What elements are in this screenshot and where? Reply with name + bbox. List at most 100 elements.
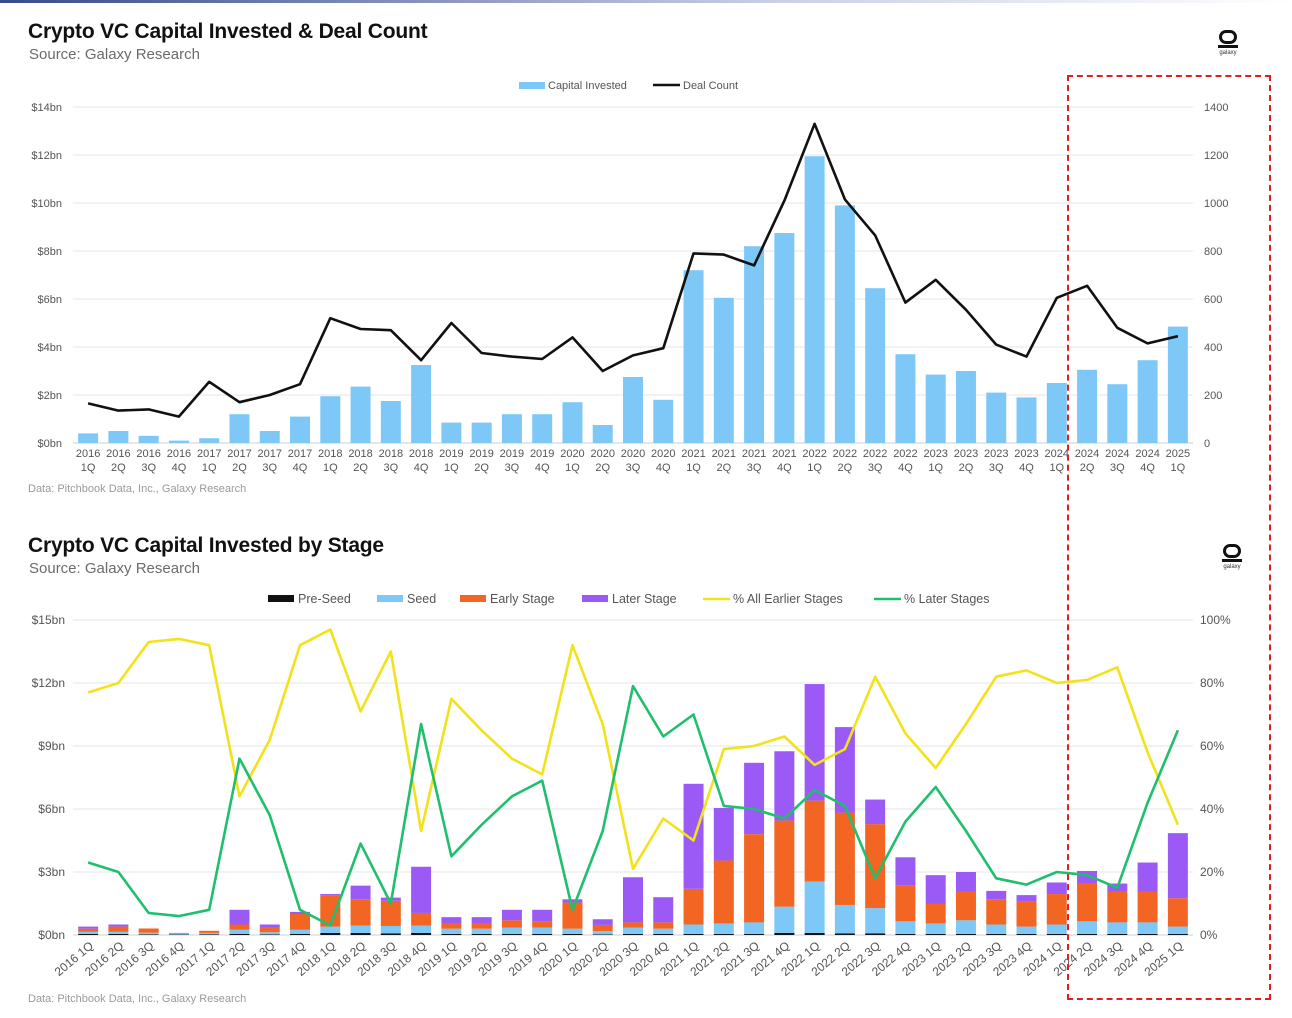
x-tick-label-year: 2020 (560, 448, 584, 460)
bar-pre-seed (199, 934, 220, 935)
x-tick-label-quarter: 4Q (898, 462, 913, 474)
x-tick-label-year: 2024 (1075, 448, 1099, 460)
bar-later-stage (774, 751, 795, 821)
bar-capital-invested (653, 399, 674, 443)
bar-seed (199, 932, 220, 935)
y-left-tick-label: $12bn (32, 676, 65, 690)
bar-capital-invested (1107, 384, 1128, 443)
y-right-tick-label: 1200 (1204, 150, 1228, 162)
y-right-tick-label: 1400 (1204, 102, 1228, 114)
bar-early-stage (623, 922, 643, 928)
x-tick-label-year: 2021 (712, 448, 736, 460)
y-right-tick-label: 200 (1204, 390, 1222, 402)
x-tick-label-year: 2023 (923, 448, 947, 460)
bar-early-stage (774, 820, 795, 907)
y-right-tick-label: 60% (1200, 739, 1224, 753)
x-tick-label-quarter: 3Q (747, 462, 762, 474)
bar-capital-invested (1046, 383, 1067, 443)
bar-capital-invested (501, 414, 522, 443)
chart2-footnote: Data: Pitchbook Data, Inc., Galaxy Resea… (28, 993, 247, 1005)
bar-early-stage (199, 930, 220, 933)
bar-capital-invested (532, 414, 553, 443)
bar-pre-seed (1167, 933, 1188, 935)
x-tick-label-quarter: 1Q (1171, 462, 1186, 474)
bar-capital-invested (774, 233, 795, 443)
bar-early-stage (925, 903, 946, 924)
bar-seed (925, 923, 946, 934)
chart1-svg: $0bn $2bn $4bn $6bn $8bn $10bn $12bn $14bn 0 200 4… (31, 80, 1228, 474)
bar-pre-seed (320, 932, 341, 935)
bar-capital-invested (320, 396, 341, 443)
bar-capital-invested (1016, 397, 1037, 443)
bar-capital-invested (168, 440, 189, 443)
x-tick-label-year: 2020 (651, 448, 675, 460)
x-tick-label-year: 2025 (1166, 448, 1190, 460)
x-tick-label-quarter: 4Q (535, 462, 550, 474)
y-left-tick-label: $10bn (31, 198, 62, 210)
bar-pre-seed (411, 932, 432, 935)
bar-seed (1046, 924, 1067, 934)
bar-early-stage (78, 928, 99, 932)
x-tick-label-year: 2023 (954, 448, 978, 460)
x-tick-label-year: 2021 (681, 448, 705, 460)
y-left-tick-label: $0bn (38, 928, 65, 942)
bar-seed (623, 927, 643, 934)
x-tick-label-year: 2021 (742, 448, 766, 460)
bar-seed (1016, 926, 1037, 934)
bar-capital-invested (592, 425, 613, 443)
bar-early-stage (532, 921, 553, 928)
x-tick-label-quarter: 3Q (989, 462, 1004, 474)
y-right-tick-label: 40% (1200, 802, 1224, 816)
legend-label-seed: Seed (407, 592, 436, 606)
bar-later-stage (78, 926, 99, 929)
bar-seed (380, 925, 401, 934)
bar-capital-invested (713, 297, 734, 443)
bar-early-stage (1046, 894, 1067, 925)
y-left-tick-label: $6bn (38, 802, 65, 816)
bar-capital-invested (1077, 369, 1098, 443)
y-left-tick-label: $8bn (38, 246, 62, 258)
bar-later-stage (744, 762, 765, 835)
bar-capital-invested (259, 431, 280, 443)
galaxy-logo-icon-2: galaxy (1212, 544, 1252, 570)
x-tick-label-year: 2023 (1014, 448, 1038, 460)
chart1-title: Crypto VC Capital Invested & Deal Count (28, 20, 428, 43)
bar-seed (683, 924, 704, 934)
x-tick-label-quarter: 2Q (111, 462, 126, 474)
x-tick-label-quarter: 4Q (172, 462, 187, 474)
bar-capital-invested (925, 374, 946, 443)
bar-pre-seed (895, 933, 916, 935)
bar-seed (350, 925, 371, 933)
legend-swatch-pre-seed (268, 595, 294, 602)
bar-later-stage (1167, 833, 1188, 899)
bar-seed (168, 933, 189, 935)
bar-pre-seed (138, 934, 159, 935)
bar-pre-seed (562, 933, 583, 935)
bar-capital-invested (744, 246, 765, 443)
top-accent-line (0, 0, 1292, 3)
line-all-earlier-stages (87, 628, 1180, 871)
bar-pre-seed (108, 933, 129, 935)
bar-seed (229, 929, 250, 934)
x-tick-label-quarter: 2Q (959, 462, 974, 474)
bar-pre-seed (441, 933, 462, 935)
bar-seed (108, 931, 129, 934)
x-tick-label-quarter: 1Q (565, 462, 580, 474)
bar-early-stage (1137, 891, 1158, 923)
bar-seed (501, 927, 522, 934)
bar-early-stage (471, 923, 492, 929)
x-tick-label-year: 2016 (76, 448, 100, 460)
bar-early-stage (1077, 883, 1098, 922)
x-tick-label-year: 2023 (984, 448, 1008, 460)
x-tick-label-quarter: 2Q (232, 462, 247, 474)
legend-swatch-capital-invested (519, 82, 545, 89)
bar-seed (78, 931, 99, 934)
chart2-title: Crypto VC Capital Invested by Stage (28, 534, 384, 557)
bar-capital-invested (895, 354, 916, 443)
bar-seed (259, 932, 280, 935)
x-tick-label-year: 2020 (621, 448, 645, 460)
x-tick-label-year: 2016 (136, 448, 160, 460)
x-tick-label-quarter: 4Q (656, 462, 671, 474)
bar-capital-invested (199, 438, 220, 443)
